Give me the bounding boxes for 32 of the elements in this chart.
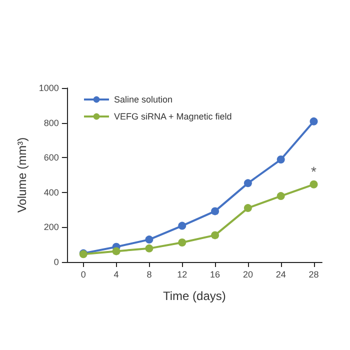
point	[145, 244, 154, 252]
annotation: *	[311, 163, 318, 180]
point	[310, 180, 318, 188]
x-axis-title: Time (days)	[163, 289, 226, 303]
x-tick-label: 8	[146, 270, 152, 280]
point	[211, 207, 220, 216]
point	[112, 247, 120, 256]
x-tick-label: 24	[276, 270, 286, 280]
point	[276, 192, 285, 200]
y-tick-label: 1000	[38, 83, 59, 93]
y-tick-label: 200	[44, 222, 59, 232]
y-tick-label: 600	[44, 152, 59, 163]
point	[145, 236, 154, 244]
point	[211, 231, 220, 240]
x-tick-label: 0	[80, 270, 86, 280]
x-tick-label: 4	[114, 270, 119, 280]
x-tick-label: 28	[308, 270, 319, 280]
legend-label: Saline solution	[114, 94, 173, 104]
x-tick-label: 20	[242, 270, 253, 280]
point	[244, 179, 252, 188]
y-tick-label: 400	[44, 187, 59, 198]
point	[178, 238, 186, 247]
x-tick-label: 12	[177, 270, 188, 280]
point	[310, 117, 318, 126]
point	[276, 156, 285, 164]
legend-label: VEFG siRNA + Magnetic field	[114, 112, 232, 122]
x-tick-label: 16	[210, 270, 220, 280]
y-tick-label: 0	[54, 257, 59, 267]
y-axis-title: Volume (mm³)	[15, 137, 29, 213]
y-tick-label: 800	[44, 118, 59, 128]
point	[244, 204, 252, 212]
point	[178, 222, 186, 230]
